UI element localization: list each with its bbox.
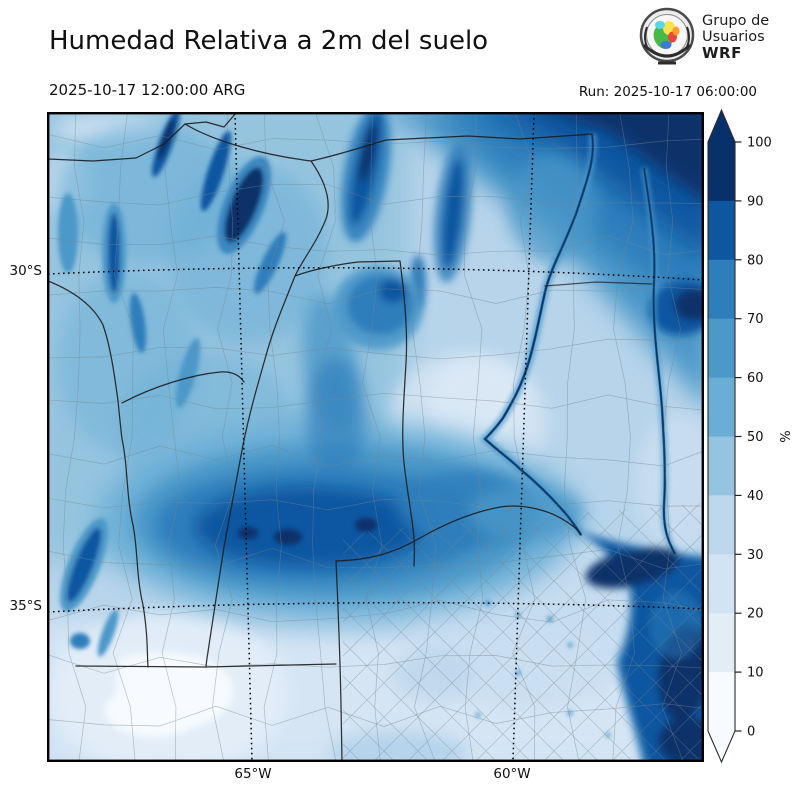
department-borders-southeast xyxy=(343,503,703,761)
map-frame xyxy=(48,113,703,761)
lat-tick-30s: 30°S xyxy=(9,263,43,279)
colorbar-segment xyxy=(708,142,735,202)
lat-tick-35s: 35°S xyxy=(9,598,43,614)
colorbar-segment xyxy=(708,495,735,555)
colorbar-tick-label: 80 xyxy=(747,253,764,268)
province-borders xyxy=(48,113,676,761)
colorbar-tick-label: 100 xyxy=(747,136,772,151)
colorbar-segment xyxy=(708,672,735,732)
colorbar-segment xyxy=(708,436,735,496)
wrf-users-group-logo: Grupo de Usuarios WRF xyxy=(639,7,769,67)
colorbar-tick-label: 10 xyxy=(747,666,764,681)
page-title: Humedad Relativa a 2m del suelo xyxy=(49,26,489,56)
colorbar-tick-label: 30 xyxy=(747,548,764,563)
colorbar-segment xyxy=(708,613,735,673)
colorbar-tick-label: 90 xyxy=(747,194,764,209)
colorbar-tick-label: 0 xyxy=(747,725,755,740)
colorbar-arrow-down xyxy=(708,731,735,762)
colorbar-segment xyxy=(708,259,735,320)
wrf-globe-logo-icon xyxy=(639,7,695,65)
colorbar-segment xyxy=(708,200,735,261)
colorbar-segment xyxy=(708,318,735,379)
colorbar-tick-label: 40 xyxy=(747,489,764,504)
colorbar-tick-label: 20 xyxy=(747,607,764,622)
lon-tick-65w: 65°W xyxy=(234,766,272,782)
graticule xyxy=(48,113,703,761)
colorbar-tick-label: 60 xyxy=(747,371,764,386)
logo-line-1: Grupo de xyxy=(702,13,770,29)
department-borders xyxy=(48,113,703,761)
colorbar-segment xyxy=(708,377,735,437)
estuary-dark-water xyxy=(576,529,703,761)
run-time-label: Run: 2025-10-17 06:00:00 xyxy=(578,84,757,100)
humidity-map xyxy=(47,112,704,762)
lon-tick-60w: 60°W xyxy=(493,766,531,782)
colorbar-segment xyxy=(708,554,735,614)
colorbar-tick-label: 50 xyxy=(747,430,764,445)
colorbar: 0 10 20 30 40 50 60 70 80 90 100% xyxy=(707,108,791,764)
colorbar-tick-label: 70 xyxy=(747,312,764,327)
logo-line-2: Usuarios xyxy=(702,29,765,45)
logo-line-3: WRF xyxy=(702,44,742,62)
colorbar-arrow-up xyxy=(708,110,735,142)
map-plot xyxy=(48,113,703,761)
colorbar-unit-label: % xyxy=(776,430,791,442)
valid-time-label: 2025-10-17 12:00:00 ARG xyxy=(49,81,246,99)
